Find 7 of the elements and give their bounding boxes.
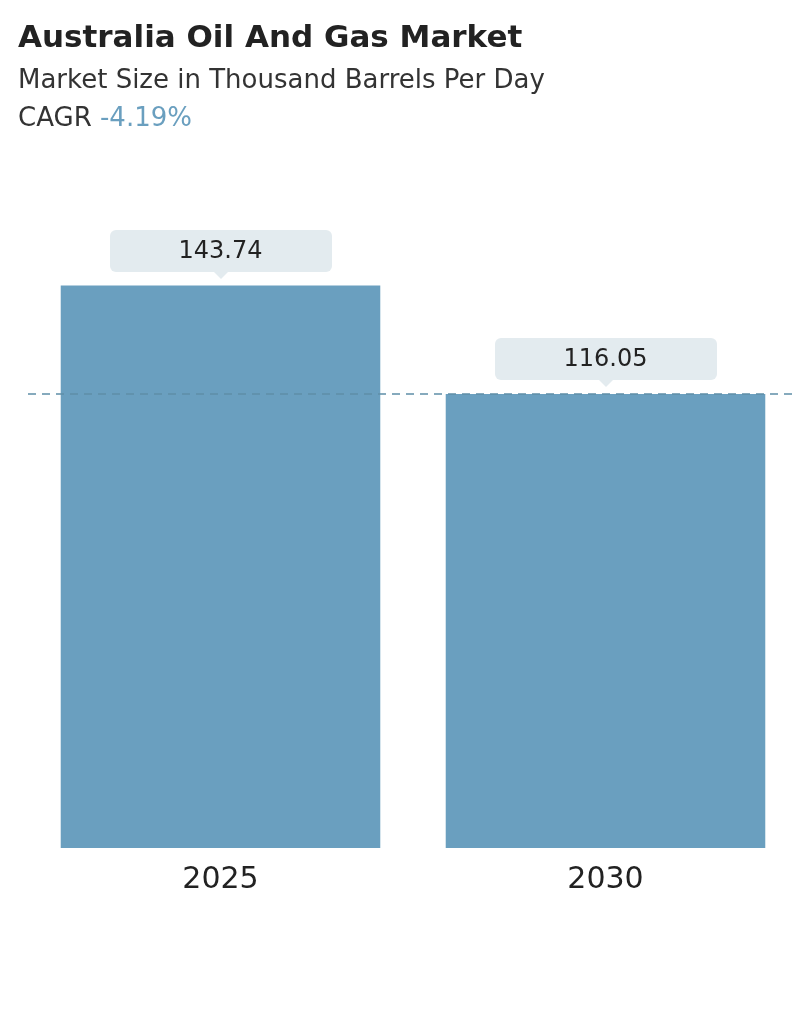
data-label: 116.05 [563,344,648,373]
x-tick-label: 2025 [182,859,259,895]
chart-subtitle: Market Size in Thousand Barrels Per Day [18,64,546,94]
chart-title: Australia Oil And Gas Market [18,18,524,54]
data-label: 143.74 [178,235,263,264]
text: CAGR -4.19% [18,102,192,132]
x-tick-label: 2030 [567,859,644,895]
